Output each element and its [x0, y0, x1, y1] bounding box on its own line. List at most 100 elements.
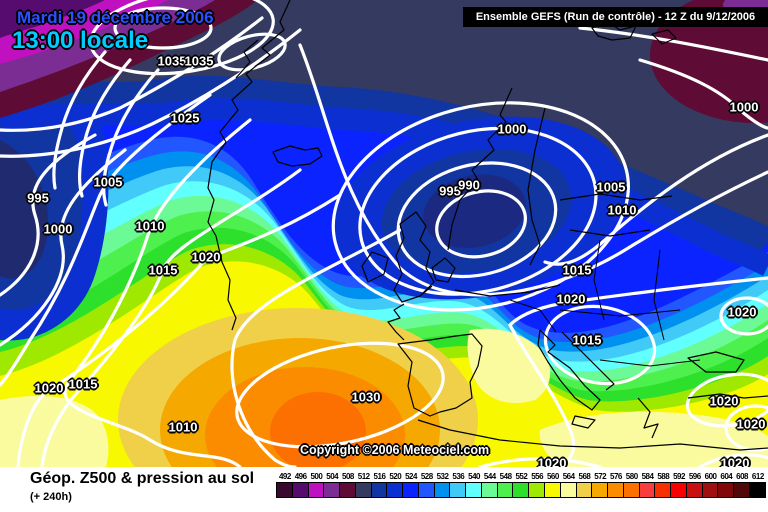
legend-cell-500: 500: [307, 471, 325, 498]
isobar-label-1030: 1030: [351, 389, 381, 405]
legend-swatch: [433, 482, 451, 498]
isobar-label-995: 995: [27, 190, 49, 206]
legend-swatch: [276, 482, 293, 498]
legend-swatch: [544, 482, 561, 498]
bottom-bar: Géop. Z500 & pression au sol (+ 240h) 49…: [0, 467, 768, 512]
legend-value: 512: [357, 472, 370, 481]
legend-value: 504: [326, 472, 339, 481]
legend-swatch: [354, 482, 372, 498]
legend-cell-592: 592: [670, 471, 687, 498]
legend-swatch: [323, 482, 341, 498]
legend-swatch: [512, 482, 530, 498]
legend-swatch: [307, 482, 325, 498]
legend-value: 496: [294, 472, 307, 481]
isobar-label-1015: 1015: [562, 262, 592, 278]
legend-cell-576: 576: [607, 471, 624, 498]
isobar-label-1010: 1010: [135, 218, 165, 234]
legend-value: 524: [405, 472, 417, 481]
legend-swatch: [386, 482, 404, 498]
legend-swatch: [622, 482, 640, 498]
legend-swatch: [591, 482, 609, 498]
legend-cell-496: 496: [291, 471, 309, 498]
legend-cell-596: 596: [685, 471, 703, 498]
legend-swatch: [575, 482, 593, 498]
isobar-label-1020: 1020: [720, 455, 750, 468]
legend-value: 528: [420, 472, 433, 481]
legend-cell-600: 600: [701, 471, 719, 498]
isobar-label-1000: 1000: [43, 221, 73, 237]
legend-cell-548: 548: [496, 471, 514, 498]
legend-cell-552: 552: [512, 471, 530, 498]
legend-cell-520: 520: [386, 471, 404, 498]
legend-value: 560: [546, 472, 559, 481]
legend-cell-560: 560: [544, 471, 561, 498]
legend-swatch: [496, 482, 514, 498]
legend-value: 532: [436, 472, 449, 481]
isobar-label-1015: 1015: [572, 332, 602, 348]
isobar-label-1035: 1035: [157, 53, 187, 69]
legend-value: 544: [483, 472, 496, 481]
legend-swatch: [291, 482, 309, 498]
isobar-label-1020: 1020: [727, 304, 757, 320]
legend-swatch: [748, 482, 766, 498]
isobar-label-1020: 1020: [736, 416, 766, 432]
isobar-label-1005: 1005: [596, 179, 626, 195]
legend-cell-532: 532: [433, 471, 451, 498]
isobar-label-1020: 1020: [191, 249, 221, 265]
valid-time-text: 13:00 locale: [12, 27, 149, 54]
isobar-label-995: 995: [439, 183, 461, 199]
legend-value: 516: [373, 472, 386, 481]
legend-swatch: [559, 482, 577, 498]
map-graphic: [0, 0, 768, 467]
legend-cell-508: 508: [339, 471, 356, 498]
forecast-hour: (+ 240h): [30, 491, 72, 503]
legend-value: 588: [657, 472, 670, 481]
legend-swatch: [638, 482, 656, 498]
color-scale-legend: 492 496 500 504 508 512 516 520 524 528 532 536 540 5…: [276, 471, 766, 498]
isobar-label-1010: 1010: [607, 202, 637, 218]
isobar-label-1000: 1000: [729, 99, 759, 115]
legend-swatch: [717, 482, 735, 498]
isobar-label-1005: 1005: [93, 174, 123, 190]
weather-map: 1035 1035 1025 995 1000 1005 1010 1015 1020 1020 1…: [0, 0, 768, 467]
legend-cell-588: 588: [654, 471, 672, 498]
legend-swatch: [654, 482, 672, 498]
legend-cell-544: 544: [480, 471, 498, 498]
legend-value: 592: [673, 472, 685, 481]
isobar-label-1035: 1035: [184, 53, 214, 69]
isobar-label-1020: 1020: [709, 393, 739, 409]
model-run-banner: Ensemble GEFS (Run de contrôle) - 12 Z d…: [463, 7, 768, 27]
legend-cell-572: 572: [591, 471, 609, 498]
legend-value: 556: [531, 472, 544, 481]
legend-cell-556: 556: [528, 471, 546, 498]
legend-value: 612: [751, 472, 764, 481]
legend-value: 596: [688, 472, 701, 481]
legend-cell-536: 536: [449, 471, 467, 498]
legend-swatch: [701, 482, 719, 498]
legend-cell-604: 604: [717, 471, 735, 498]
legend-cell-512: 512: [354, 471, 372, 498]
legend-swatch: [465, 482, 482, 498]
legend-cell-492: 492: [276, 471, 293, 498]
legend-swatch: [607, 482, 624, 498]
isobar-label-1025: 1025: [170, 110, 200, 126]
legend-cell-516: 516: [370, 471, 388, 498]
z500-arctic-band: [0, 0, 768, 232]
legend-swatch: [449, 482, 467, 498]
isobar-label-1020: 1020: [537, 455, 567, 468]
legend-swatch: [402, 482, 419, 498]
legend-cell-564: 564: [559, 471, 577, 498]
isobar-label-1015: 1015: [68, 376, 98, 392]
legend-swatch: [417, 482, 435, 498]
legend-cell-584: 584: [638, 471, 656, 498]
legend-cell-528: 528: [417, 471, 435, 498]
isobar-label-1020: 1020: [34, 380, 64, 396]
legend-swatch: [339, 482, 356, 498]
legend-value: 540: [468, 472, 480, 481]
isobar-label-1000: 1000: [497, 121, 527, 137]
copyright-text: Copyright ©2006 Meteociel.com: [300, 443, 490, 457]
legend-swatch: [480, 482, 498, 498]
legend-swatch: [733, 482, 750, 498]
legend-value: 600: [704, 472, 717, 481]
legend-value: 548: [499, 472, 512, 481]
